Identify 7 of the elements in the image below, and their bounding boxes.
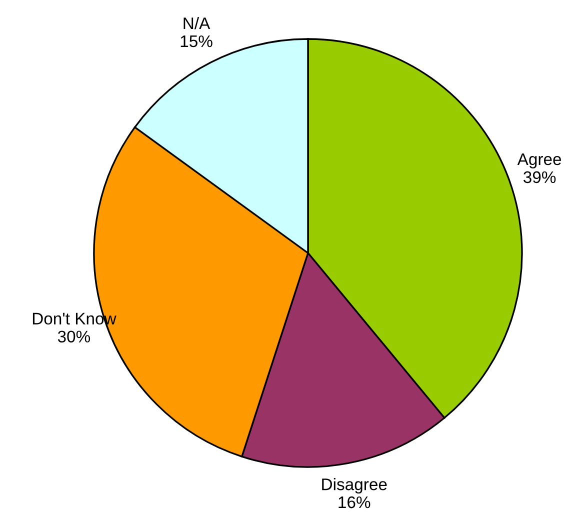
slice-label: Disagree: [322, 478, 387, 494]
data-label: 39%: [524, 171, 556, 184]
slice-label: N/A: [184, 16, 210, 30]
data-label: 30%: [58, 330, 90, 342]
data-label: 15%: [180, 35, 212, 48]
data-label: 16%: [338, 496, 370, 508]
slice-label: Agree: [517, 154, 562, 168]
